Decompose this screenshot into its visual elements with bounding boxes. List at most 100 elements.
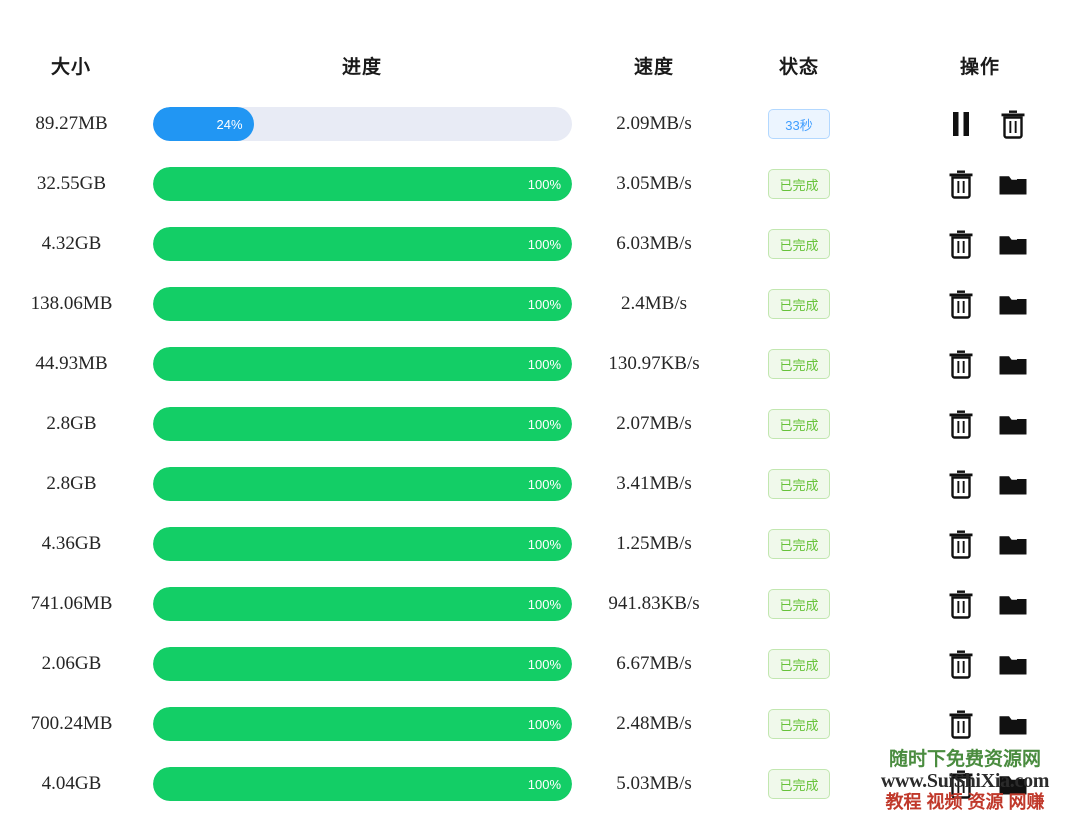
status-badge: 已完成 — [768, 409, 830, 439]
status-badge: 已完成 — [768, 709, 830, 739]
cell-progress: 100% — [153, 154, 572, 214]
status-badge: 已完成 — [768, 589, 830, 619]
trash-icon[interactable] — [946, 348, 976, 380]
folder-icon[interactable] — [998, 648, 1028, 680]
progress-bar-track[interactable]: 100% — [153, 227, 572, 261]
progress-bar-track[interactable]: 100% — [153, 767, 572, 801]
trash-icon[interactable] — [946, 708, 976, 740]
table-row: 2.8GB 100% 2.07MB/s 已完成 — [0, 394, 1065, 454]
cell-file-size: 4.04GB — [41, 773, 102, 794]
column-header-progress: 进度 — [341, 57, 383, 78]
cell-progress: 100% — [153, 574, 572, 634]
cell-progress: 100% — [153, 454, 572, 514]
cell-status: 33秒 — [744, 94, 854, 154]
cell-progress: 100% — [153, 274, 572, 334]
cell-speed: 2.07MB/s — [616, 413, 692, 434]
pause-icon[interactable] — [946, 108, 976, 140]
cell-file-size: 4.36GB — [41, 533, 102, 554]
cell-progress: 100% — [153, 334, 572, 394]
table-row: 138.06MB 100% 2.4MB/s 已完成 — [0, 274, 1065, 334]
folder-icon[interactable] — [998, 528, 1028, 560]
cell-actions — [930, 514, 1055, 574]
progress-bar-track[interactable]: 100% — [153, 707, 572, 741]
cell-status: 已完成 — [744, 394, 854, 454]
folder-icon[interactable] — [998, 168, 1028, 200]
folder-icon[interactable] — [998, 768, 1028, 800]
trash-icon[interactable] — [946, 588, 976, 620]
trash-icon[interactable] — [946, 528, 976, 560]
progress-percent-label: 100% — [527, 716, 561, 732]
trash-icon[interactable] — [946, 648, 976, 680]
cell-actions — [930, 154, 1055, 214]
cell-speed: 3.05MB/s — [616, 173, 692, 194]
progress-percent-label: 100% — [527, 296, 561, 312]
trash-icon[interactable] — [946, 408, 976, 440]
cell-file-size: 138.06MB — [30, 293, 113, 314]
progress-bar-track[interactable]: 100% — [153, 347, 572, 381]
progress-bar-track[interactable]: 100% — [153, 587, 572, 621]
cell-status: 已完成 — [744, 454, 854, 514]
cell-speed: 6.67MB/s — [616, 653, 692, 674]
cell-status: 已完成 — [744, 154, 854, 214]
progress-bar-fill: 100% — [153, 647, 572, 681]
progress-bar-track[interactable]: 100% — [153, 647, 572, 681]
cell-file-size: 741.06MB — [30, 593, 113, 614]
cell-speed: 3.41MB/s — [616, 473, 692, 494]
column-header-action: 操作 — [959, 57, 1001, 78]
progress-percent-label: 100% — [527, 656, 561, 672]
table-row: 4.04GB 100% 5.03MB/s 已完成 — [0, 754, 1065, 814]
cell-file-size: 32.55GB — [36, 173, 107, 194]
trash-icon[interactable] — [946, 288, 976, 320]
progress-bar-track[interactable]: 100% — [153, 527, 572, 561]
cell-status: 已完成 — [744, 214, 854, 274]
progress-percent-label: 100% — [527, 776, 561, 792]
cell-speed: 2.48MB/s — [616, 713, 692, 734]
cell-status: 已完成 — [744, 514, 854, 574]
trash-icon[interactable] — [946, 168, 976, 200]
table-row: 2.8GB 100% 3.41MB/s 已完成 — [0, 454, 1065, 514]
status-badge: 已完成 — [768, 349, 830, 379]
folder-icon[interactable] — [998, 228, 1028, 260]
folder-icon[interactable] — [998, 288, 1028, 320]
trash-icon[interactable] — [946, 468, 976, 500]
column-header-size: 大小 — [50, 57, 92, 78]
trash-icon[interactable] — [946, 768, 976, 800]
progress-bar-fill: 100% — [153, 527, 572, 561]
folder-icon[interactable] — [998, 408, 1028, 440]
status-badge: 已完成 — [768, 649, 830, 679]
cell-speed: 130.97KB/s — [608, 353, 700, 374]
progress-percent-label: 100% — [527, 236, 561, 252]
progress-bar-track[interactable]: 24% — [153, 107, 572, 141]
progress-bar-track[interactable]: 100% — [153, 287, 572, 321]
table-row: 32.55GB 100% 3.05MB/s 已完成 — [0, 154, 1065, 214]
cell-speed: 2.09MB/s — [616, 113, 692, 134]
progress-bar-fill: 100% — [153, 227, 572, 261]
cell-file-size: 89.27MB — [35, 113, 108, 134]
cell-speed: 941.83KB/s — [608, 593, 700, 614]
folder-icon[interactable] — [998, 348, 1028, 380]
status-badge: 已完成 — [768, 529, 830, 559]
cell-file-size: 2.06GB — [41, 653, 102, 674]
progress-bar-track[interactable]: 100% — [153, 407, 572, 441]
trash-icon[interactable] — [998, 108, 1028, 140]
progress-bar-track[interactable]: 100% — [153, 467, 572, 501]
progress-bar-fill: 100% — [153, 587, 572, 621]
trash-icon[interactable] — [946, 228, 976, 260]
cell-progress: 24% — [153, 94, 572, 154]
folder-icon[interactable] — [998, 468, 1028, 500]
progress-percent-label: 100% — [527, 476, 561, 492]
progress-bar-track[interactable]: 100% — [153, 167, 572, 201]
cell-file-size: 4.32GB — [41, 233, 102, 254]
folder-icon[interactable] — [998, 708, 1028, 740]
progress-percent-label: 100% — [527, 596, 561, 612]
progress-bar-fill: 100% — [153, 287, 572, 321]
progress-percent-label: 100% — [527, 176, 561, 192]
progress-bar-fill: 100% — [153, 707, 572, 741]
table-body: 89.27MB 24% 2.09MB/s 33秒 32.55GB 100% 3.05MB/s… — [0, 94, 1065, 814]
cell-actions — [930, 394, 1055, 454]
progress-bar-fill: 100% — [153, 407, 572, 441]
folder-icon[interactable] — [998, 588, 1028, 620]
cell-file-size: 44.93MB — [35, 353, 108, 374]
column-header-status: 状态 — [778, 57, 820, 78]
